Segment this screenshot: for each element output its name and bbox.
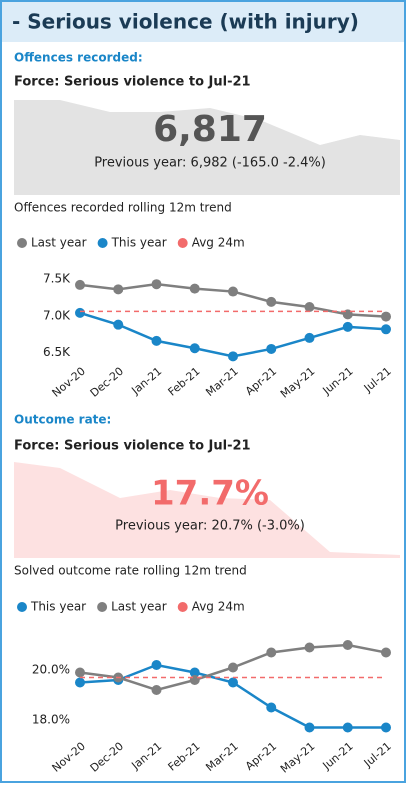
- trend-label: Solved outcome rate rolling 12m trend: [14, 564, 247, 578]
- kpi-value: 17.7%: [151, 474, 269, 514]
- subtitle: Force: Serious violence to Jul-21: [14, 439, 251, 454]
- legend-marker: [17, 602, 27, 612]
- data-point: [228, 351, 238, 362]
- data-point: [189, 667, 200, 678]
- data-point: [151, 685, 162, 695]
- legend-marker: [97, 238, 108, 248]
- data-point: [266, 343, 277, 354]
- data-point: [75, 667, 85, 678]
- title: - Serious violence (with injury): [12, 10, 359, 34]
- data-point: [228, 677, 238, 688]
- data-point: [189, 343, 200, 354]
- data-point: [113, 284, 124, 295]
- trend-label: Offences recorded rolling 12m trend: [14, 201, 232, 215]
- data-point: [75, 307, 85, 318]
- data-point: [75, 279, 85, 290]
- legend-marker: [17, 238, 27, 248]
- data-point: [228, 662, 238, 673]
- kpi-background: [14, 462, 400, 558]
- legend-marker: [177, 602, 188, 612]
- legend-label: This year: [111, 236, 167, 250]
- title-bar: [2, 2, 404, 42]
- data-point: [189, 283, 200, 294]
- y-tick-label: 7.5K: [43, 272, 71, 286]
- data-point: [304, 642, 315, 653]
- kpi-background: [14, 100, 400, 195]
- data-point: [381, 324, 391, 335]
- kpi-note: Previous year: 6,982 (-165.0 -2.4%): [94, 156, 326, 171]
- data-point: [228, 286, 238, 297]
- heading: Offences recorded:: [14, 51, 143, 65]
- data-point: [266, 702, 277, 713]
- legend-label: Avg 24m: [192, 600, 245, 614]
- legend-marker: [177, 238, 188, 248]
- data-point: [75, 677, 85, 688]
- data-point: [304, 722, 315, 733]
- legend-label: Last year: [111, 600, 167, 614]
- data-point: [113, 319, 124, 330]
- data-point: [151, 660, 162, 670]
- data-point: [304, 332, 315, 343]
- data-point: [151, 335, 162, 346]
- data-point: [266, 296, 277, 307]
- y-tick-label: 20.0%: [32, 663, 70, 677]
- data-point: [381, 722, 391, 733]
- legend-label: Avg 24m: [192, 236, 245, 250]
- data-point: [304, 302, 315, 313]
- data-point: [151, 279, 162, 290]
- data-point: [342, 722, 353, 733]
- data-point: [381, 647, 391, 658]
- y-tick-label: 7.0K: [43, 308, 71, 322]
- heading: Outcome rate:: [14, 413, 111, 427]
- legend-label: This year: [30, 600, 86, 614]
- kpi-value: 6,817: [153, 109, 267, 150]
- subtitle: Force: Serious violence to Jul-21: [14, 75, 251, 90]
- data-point: [189, 675, 200, 685]
- y-tick-label: 6.5K: [43, 345, 71, 359]
- legend-marker: [97, 602, 108, 612]
- data-point: [342, 640, 353, 650]
- kpi-note: Previous year: 20.7% (-3.0%): [115, 519, 305, 534]
- data-point: [342, 321, 353, 332]
- legend-label: Last year: [31, 236, 87, 250]
- y-tick-label: 18.0%: [32, 713, 70, 727]
- data-point: [381, 311, 391, 322]
- data-point: [266, 647, 277, 658]
